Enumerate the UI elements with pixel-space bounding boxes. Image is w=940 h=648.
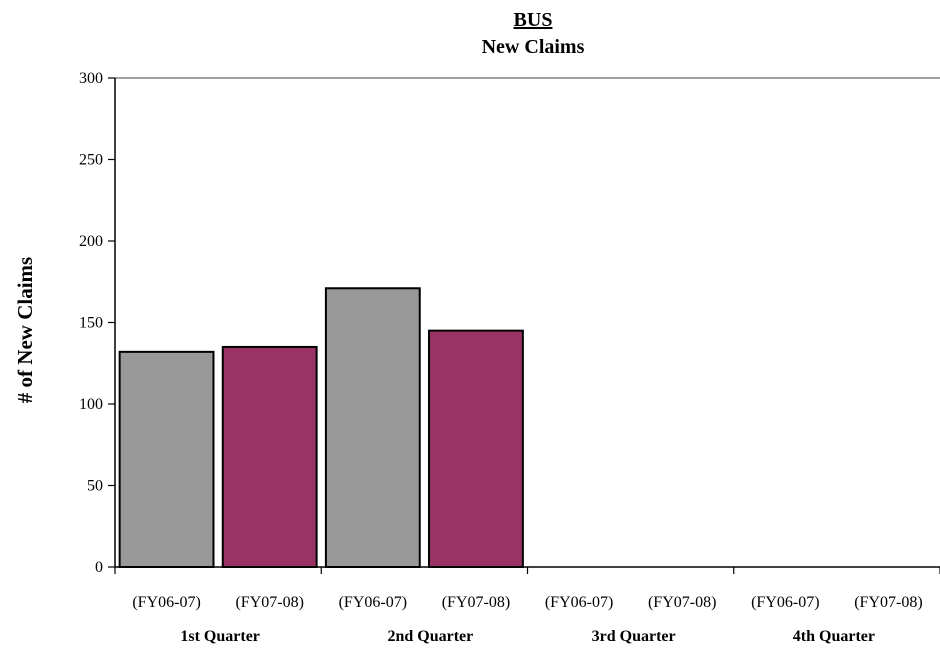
x-tick-label: (FY07-08) xyxy=(235,594,303,611)
bar xyxy=(221,345,318,569)
bar xyxy=(428,329,524,568)
x-tick-label: (FY07-08) xyxy=(648,594,716,611)
x-tick-label: (FY06-07) xyxy=(751,594,819,611)
x-tick-label: (FY06-07) xyxy=(132,594,200,611)
group-label: 2nd Quarter xyxy=(387,628,473,645)
bars xyxy=(118,287,524,569)
bar xyxy=(324,287,421,568)
y-tick-label: 0 xyxy=(95,559,103,576)
x-tick-label: (FY06-07) xyxy=(545,594,613,611)
chart-title: BUS xyxy=(514,9,553,31)
y-tick-label: 50 xyxy=(87,478,103,495)
labels: (FY06-07) (FY07-08) (FY06-07) (FY07-08) (FY0… xyxy=(132,594,922,645)
y-tick-label: 250 xyxy=(79,152,103,169)
x-tick-label: (FY06-07) xyxy=(339,594,407,611)
group-label: 4th Quarter xyxy=(793,628,875,645)
y-tick-label: 300 xyxy=(79,70,103,87)
y-axis-label: # of New Claims xyxy=(13,257,37,403)
x-tick-label: (FY07-08) xyxy=(854,594,922,611)
y-tick-label: 150 xyxy=(79,315,103,332)
y-tick-label: 200 xyxy=(79,233,103,250)
group-label: 3rd Quarter xyxy=(592,628,676,645)
x-tick-label: (FY07-08) xyxy=(442,594,510,611)
group-label: 1st Quarter xyxy=(180,628,260,645)
chart-subtitle: New Claims xyxy=(482,36,585,58)
y-tick-label: 100 xyxy=(79,396,103,413)
bar xyxy=(118,350,215,568)
